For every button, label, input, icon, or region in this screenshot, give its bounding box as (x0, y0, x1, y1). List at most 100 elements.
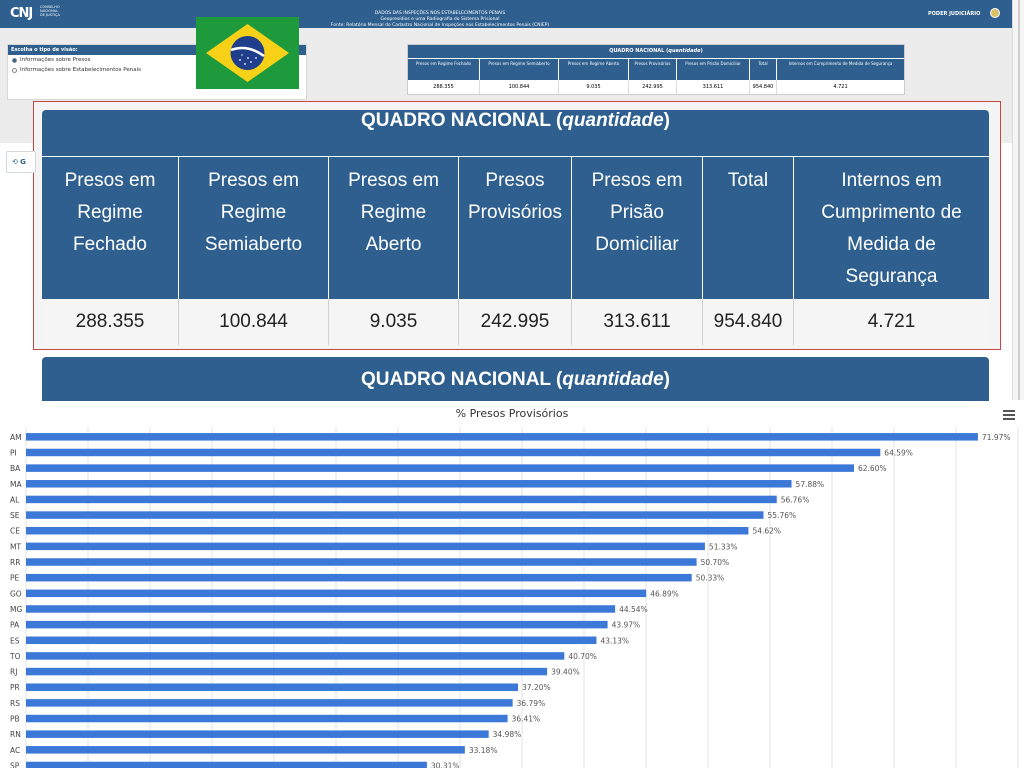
bar-pi[interactable] (26, 448, 881, 457)
category-label: CE (10, 527, 20, 536)
header-internos-medida: Internos em Cumprimento de Medida de Seg… (821, 170, 962, 287)
quadro-nacional-small: QUADRO NACIONAL (quantidade) Presos em R… (407, 44, 905, 95)
bar-am[interactable] (26, 433, 978, 441)
bar-value-label: 34.98% (493, 730, 522, 739)
bar-go[interactable] (26, 589, 647, 598)
value-total: 954.840 (703, 299, 794, 345)
small-header-cell: Total (750, 59, 777, 80)
presos-provisorios-chart: % Presos Provisórios AM 71.97% PI 64.59% BA 6… (0, 401, 1024, 770)
radio-presos[interactable] (12, 57, 17, 63)
bar-value-label: 54.62% (752, 527, 781, 536)
bar-value-label: 51.33% (709, 542, 738, 551)
view-option-estabelecimentos[interactable]: Informações sobre Estabelecimentos Penai… (8, 65, 306, 75)
quadro-title-main: QUADRO NACIONAL ( (361, 110, 563, 131)
quadro2-title-main: QUADRO NACIONAL ( (361, 369, 563, 390)
quadro-small-header-row: Presos em Regime Fechado Presos em Regim… (408, 58, 904, 80)
header-presos-aberto: Presos em Regime Aberto (329, 157, 459, 299)
bar-se[interactable] (26, 511, 764, 519)
bar-value-label: 62.60% (858, 464, 887, 473)
small-value-cell: 100.844 (480, 80, 559, 94)
bar-pr[interactable] (26, 683, 519, 691)
category-label: RJ (10, 668, 17, 677)
category-label: RS (10, 699, 20, 708)
bar-value-label: 50.70% (701, 558, 730, 567)
bar-ce[interactable] (26, 526, 749, 535)
category-label: PE (10, 574, 20, 583)
top-header-bar: CNJ CONSELHO NACIONAL DE JUSTIÇA DADOS D… (0, 0, 1024, 28)
bar-rj[interactable] (26, 667, 548, 676)
header-presos-fechado: Presos em Regime Fechado (42, 157, 179, 299)
scrollbar-thumb[interactable] (1018, 0, 1020, 400)
quadro2-title-em: quantidade (562, 369, 664, 390)
category-label: PR (10, 683, 20, 692)
bar-pe[interactable] (26, 573, 692, 582)
radio-estabelecimentos[interactable] (12, 67, 17, 73)
bar-value-label: 36.41% (512, 715, 541, 724)
bar-mt[interactable] (26, 542, 705, 551)
value-presos-fechado: 288.355 (42, 299, 179, 345)
bar-value-label: 57.88% (796, 480, 825, 489)
bar-al[interactable] (26, 495, 777, 504)
header-line-1: DADOS DAS INSPEÇÕES NOS ESTABELECIMENTOS… (374, 11, 506, 16)
small-value-cell: 288.355 (408, 80, 480, 94)
quadro-small-title-end: ) (700, 48, 703, 54)
quadro-small-value-row: 288.355 100.844 9.035 242.995 313.611 95… (408, 80, 904, 94)
bar-value-label: 40.70% (568, 652, 597, 661)
header-line-2: Geopresídios e uma Radiografia do Sistem… (380, 17, 500, 22)
header-titles: DADOS DAS INSPEÇÕES NOS ESTABELECIMENTOS… (330, 11, 550, 29)
bar-ba[interactable] (26, 464, 854, 472)
view-option-presos[interactable]: Informações sobre Presos (8, 55, 306, 65)
brazil-flag-emblem (206, 24, 289, 82)
category-label: MT (10, 542, 21, 551)
quadro-nacional-table: QUADRO NACIONAL (quantidade) Presos em R… (42, 110, 989, 345)
bar-es[interactable] (26, 636, 597, 645)
bar-rs[interactable] (26, 699, 513, 707)
value-presos-provisorios: 242.995 (459, 299, 572, 345)
chart-title: % Presos Provisórios (456, 407, 569, 420)
small-value-cell: 242.995 (629, 80, 677, 94)
bar-to[interactable] (26, 652, 565, 660)
small-header-cell: Presos em Regime Fechado (408, 59, 480, 80)
small-header-cell: Presos em Prisão Domiciliar (677, 59, 750, 80)
view-option-presos-label: Informações sobre Presos (20, 57, 91, 63)
category-label: AM (10, 433, 22, 442)
bar-sp[interactable] (26, 761, 427, 770)
quadro-small-title-em: quantidade (668, 48, 701, 54)
category-label: AL (10, 495, 20, 504)
bar-value-label: 55.76% (768, 511, 797, 520)
view-type-title: Escolha o tipo de visão: (8, 45, 306, 55)
collapse-panel-label: G (20, 158, 26, 166)
category-label: SE (10, 511, 20, 520)
value-internos-medida: 4.721 (867, 311, 916, 332)
quadro-small-title: QUADRO NACIONAL (quantidade) (408, 45, 904, 58)
category-label: ES (10, 636, 20, 645)
small-header-cell: Presos em Regime Semiaberto (480, 59, 559, 80)
chart-menu-icon[interactable] (1003, 410, 1015, 420)
collapse-panel-button[interactable]: ⟲ G (6, 151, 36, 173)
bar-pa[interactable] (26, 620, 608, 629)
bar-value-label: 64.59% (884, 448, 913, 457)
bar-pb[interactable] (26, 714, 508, 723)
bar-rr[interactable] (26, 558, 697, 566)
quadro-title: QUADRO NACIONAL (quantidade) (42, 110, 989, 156)
bar-value-label: 33.18% (469, 746, 498, 755)
bar-ma[interactable] (26, 480, 792, 488)
value-presos-domiciliar: 313.611 (572, 299, 703, 345)
small-header-cell: Internos em Cumprimento de Medida de Seg… (788, 61, 893, 66)
bar-ac[interactable] (26, 746, 465, 754)
category-label: AC (10, 746, 20, 755)
header-total: Total (703, 157, 794, 299)
bar-mg[interactable] (26, 605, 616, 613)
small-value-cell: 313.611 (677, 80, 750, 94)
bar-value-label: 30.31% (431, 761, 460, 768)
quadro-title-end: ) (663, 110, 670, 131)
category-label: PI (10, 448, 17, 457)
small-value-cell: 954.840 (750, 80, 777, 94)
small-header-cell: Presos Provisórios (629, 59, 677, 80)
category-label: TO (9, 652, 21, 661)
header-presos-semiaberto: Presos em Regime Semiaberto (179, 157, 329, 299)
cnj-logo-subtitle: CONSELHO NACIONAL DE JUSTIÇA (40, 5, 60, 17)
header-presos-provisorios: Presos Provisórios (459, 157, 572, 299)
view-option-estabelecimentos-label: Informações sobre Estabelecimentos Penai… (20, 67, 142, 73)
bar-rn[interactable] (26, 730, 489, 738)
